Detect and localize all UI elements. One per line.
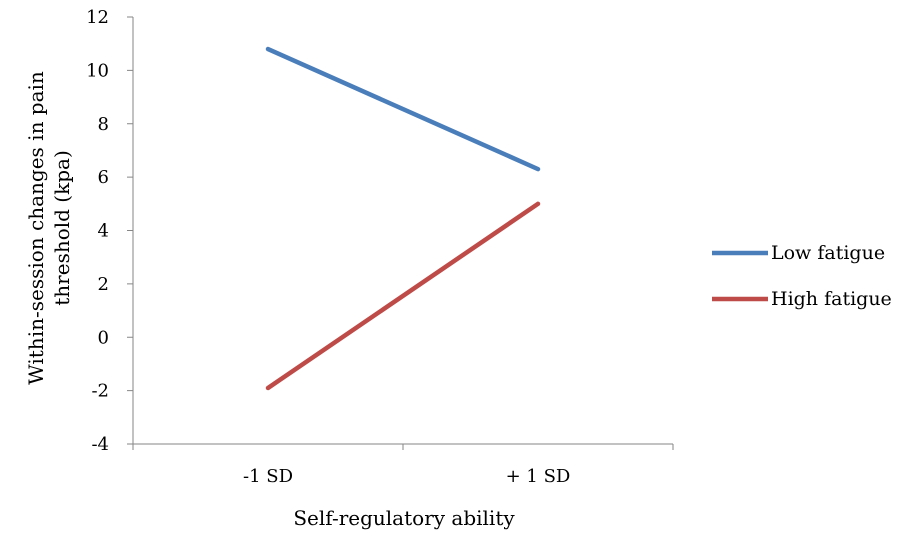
y-tick-label: 2: [98, 274, 109, 295]
legend-label-high-fatigue: High fatigue: [771, 288, 892, 310]
y-tick-label: 8: [98, 114, 109, 135]
y-axis-title-line-2: threshold (kpa): [50, 150, 74, 306]
y-tick-label: 10: [86, 60, 109, 81]
y-tick-label: -4: [91, 434, 109, 455]
y-tick-label: 4: [98, 221, 109, 242]
y-tick-label: 0: [98, 327, 109, 348]
legend: Low fatigue High fatigue: [712, 242, 892, 310]
x-tick-label: + 1 SD: [506, 466, 571, 487]
series-line-low-fatigue: [265, 46, 541, 172]
x-axis-title: Self-regulatory ability: [293, 506, 515, 530]
y-tick-label: 12: [86, 7, 109, 28]
y-axis-title-line-1: Within-session changes in pain: [24, 71, 48, 385]
y-axis: -4 -2 0 2 4 6 8 10 12: [86, 7, 134, 455]
y-axis-title: Within-session changes in pain threshold…: [24, 71, 74, 385]
series-line-high-fatigue: [265, 201, 541, 391]
y-tick-label: -2: [91, 381, 109, 402]
x-tick-label: -1 SD: [243, 466, 293, 487]
legend-label-low-fatigue: Low fatigue: [771, 242, 885, 264]
series-layer: [265, 46, 541, 391]
y-tick-label: 6: [98, 167, 109, 188]
x-axis: -1 SD + 1 SD: [132, 443, 674, 487]
